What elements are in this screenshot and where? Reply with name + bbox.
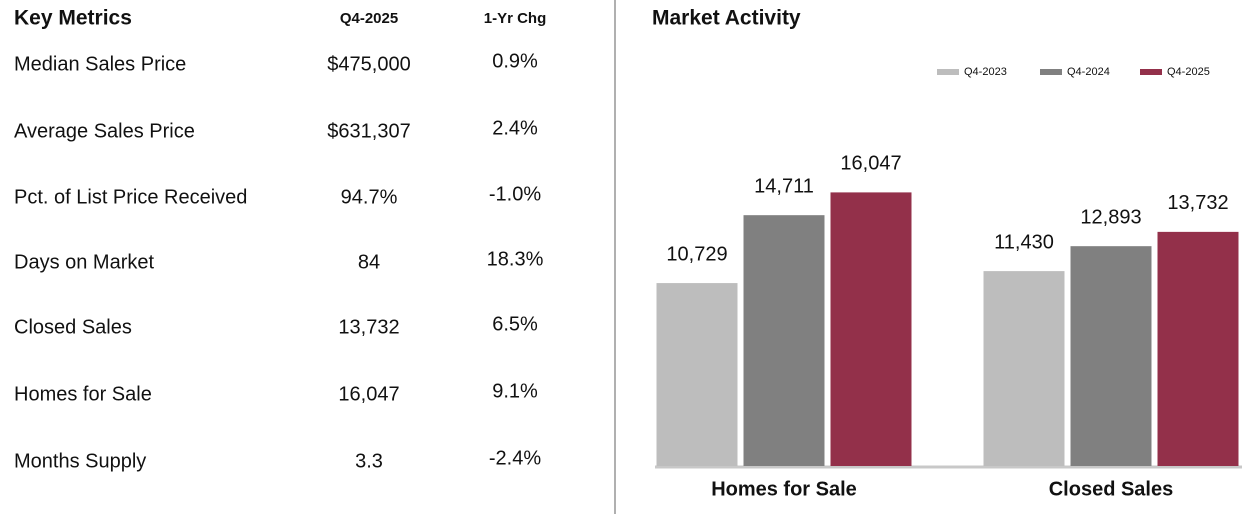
bar [743,215,825,466]
value-label: 14,711 [754,175,814,197]
metric-value: 84 [358,251,380,273]
legend-swatch [937,69,959,75]
bar [830,192,912,466]
metric-label: Days on Market [14,251,154,273]
metric-change: -1.0% [489,183,541,205]
metric-value: $475,000 [327,53,410,75]
metric-change: 2.4% [492,117,538,139]
metric-change: 9.1% [492,380,538,402]
metric-label: Average Sales Price [14,120,195,142]
metric-change: 18.3% [487,248,544,270]
bar [1070,246,1152,466]
value-label: 16,047 [840,153,901,175]
value-label: 13,732 [1167,192,1228,214]
column-header: Q4-2025 [340,10,398,27]
metric-change: 6.5% [492,313,538,335]
metric-change: 0.9% [492,50,538,72]
metric-label: Closed Sales [14,316,132,338]
metric-value: 3.3 [355,450,383,472]
bar [983,271,1065,466]
metric-value: $631,307 [327,120,410,142]
metric-label: Pct. of List Price Received [14,186,247,208]
legend-label: Q4-2023 [964,66,1007,78]
x-tick-label: Homes for Sale [711,478,857,500]
metric-value: 94.7% [341,186,398,208]
chart-title: Market Activity [652,7,801,30]
x-tick-label: Closed Sales [1049,478,1174,500]
metric-value: 16,047 [338,383,399,405]
value-label: 12,893 [1080,206,1141,228]
value-label: 10,729 [666,243,727,265]
metric-label: Homes for Sale [14,383,152,405]
legend-swatch [1040,69,1062,75]
legend-swatch [1140,69,1162,75]
value-label: 11,430 [994,231,1054,253]
metric-value: 13,732 [338,316,399,338]
metric-change: -2.4% [489,447,541,469]
table-title: Key Metrics [14,7,132,30]
legend-label: Q4-2024 [1067,66,1110,78]
legend-label: Q4-2025 [1167,66,1210,78]
metric-label: Median Sales Price [14,53,186,75]
column-header: 1-Yr Chg [484,10,547,27]
metric-label: Months Supply [14,450,146,472]
bar [656,283,738,466]
bar [1157,231,1239,466]
